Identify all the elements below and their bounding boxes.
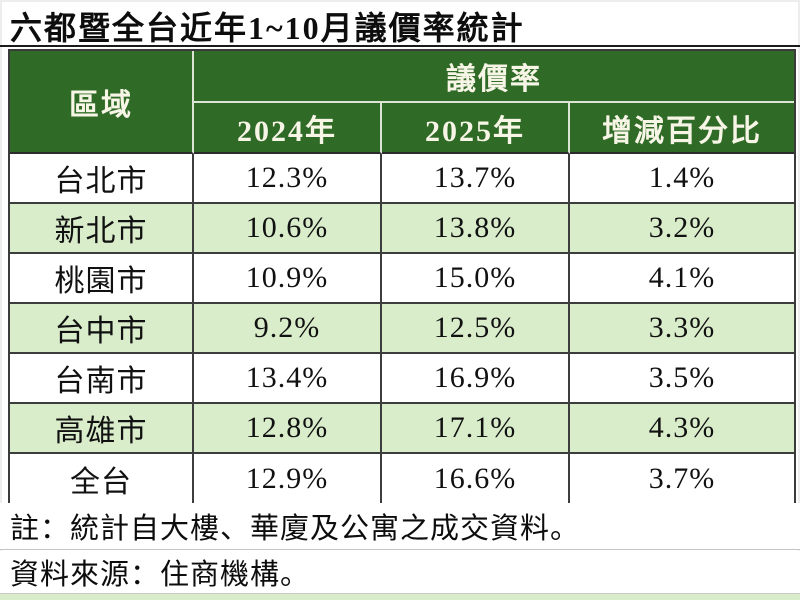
header-row-years: 2024年 2025年 增減百分比 [10, 103, 794, 154]
bottom-green-strip [0, 594, 800, 600]
table-row-tainan: 台南市 13.4% 16.9% 3.5% [10, 354, 794, 404]
rate-2025-cell: 13.7% [382, 154, 570, 204]
table-header: 區域 議價率 2024年 2025年 增減百分比 [10, 51, 794, 154]
diff-cell: 3.5% [570, 354, 794, 404]
title-divider [0, 45, 800, 47]
header-rate-group: 議價率 [194, 51, 794, 103]
rate-2025-cell: 13.8% [382, 204, 570, 254]
rate-2024-cell: 12.8% [194, 404, 382, 454]
table-body: 台北市 12.3% 13.7% 1.4% 新北市 10.6% 13.8% 3.2… [10, 154, 794, 504]
header-2024: 2024年 [194, 103, 382, 154]
rate-2024-cell: 12.3% [194, 154, 382, 204]
table-row-newtaipei: 新北市 10.6% 13.8% 3.2% [10, 204, 794, 254]
footnote-data-source: 資料來源：住商機構。 [0, 551, 800, 594]
diff-cell: 4.1% [570, 254, 794, 304]
table-row-taipei: 台北市 12.3% 13.7% 1.4% [10, 154, 794, 204]
rate-2024-cell: 9.2% [194, 304, 382, 354]
header-region: 區域 [10, 51, 194, 154]
table-row-taichung: 台中市 9.2% 12.5% 3.3% [10, 304, 794, 354]
rate-2024-cell: 10.6% [194, 204, 382, 254]
region-cell: 台中市 [10, 304, 194, 354]
table-row-taiwan-total: 全台 12.9% 16.6% 3.7% [10, 454, 794, 504]
rate-2024-cell: 13.4% [194, 354, 382, 404]
rate-2025-cell: 17.1% [382, 404, 570, 454]
footnote-statistics-scope: 註：統計自大樓、華廈及公寓之成交資料。 [0, 503, 800, 550]
page-title: 六都暨全台近年1~10月議價率統計 [10, 10, 525, 46]
rate-2025-cell: 16.9% [382, 354, 570, 404]
diff-cell: 1.4% [570, 154, 794, 204]
region-cell: 台南市 [10, 354, 194, 404]
diff-cell: 3.7% [570, 454, 794, 504]
negotiation-rate-table: 區域 議價率 2024年 2025年 增減百分比 台北市 12.3% 13.7%… [8, 49, 796, 506]
rate-2025-cell: 16.6% [382, 454, 570, 504]
region-cell: 高雄市 [10, 404, 194, 454]
rate-2024-cell: 10.9% [194, 254, 382, 304]
table-row-taoyuan: 桃園市 10.9% 15.0% 4.1% [10, 254, 794, 304]
header-2025: 2025年 [382, 103, 570, 154]
region-cell: 桃園市 [10, 254, 194, 304]
rate-2025-cell: 15.0% [382, 254, 570, 304]
rate-2025-cell: 12.5% [382, 304, 570, 354]
region-cell: 台北市 [10, 154, 194, 204]
diff-cell: 3.2% [570, 204, 794, 254]
header-diff: 增減百分比 [570, 103, 794, 154]
region-cell: 全台 [10, 454, 194, 504]
header-row-group: 區域 議價率 [10, 51, 794, 154]
diff-cell: 4.3% [570, 404, 794, 454]
rate-2024-cell: 12.9% [194, 454, 382, 504]
diff-cell: 3.3% [570, 304, 794, 354]
table-row-kaohsiung: 高雄市 12.8% 17.1% 4.3% [10, 404, 794, 454]
region-cell: 新北市 [10, 204, 194, 254]
